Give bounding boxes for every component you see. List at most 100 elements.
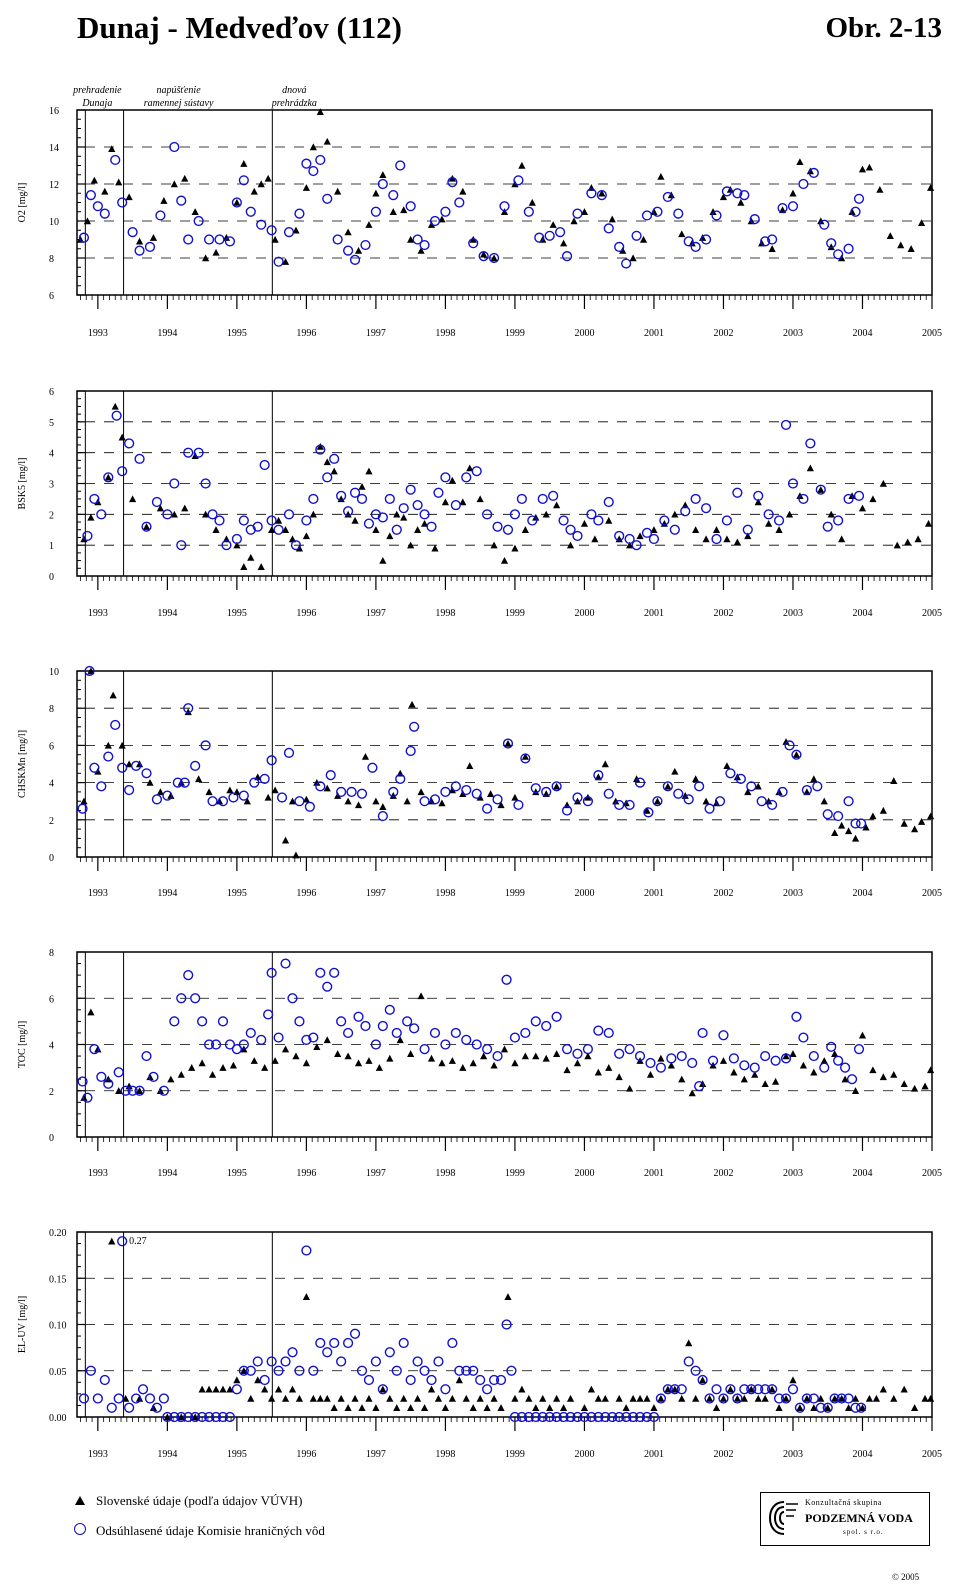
data-point-circle [680,506,691,517]
data-point-triangle [459,498,467,506]
page-title: Dunaj - Medveďov (112) [77,10,402,45]
data-point-triangle [879,1073,887,1081]
data-point-triangle [740,1394,748,1402]
event-label: prehrádzka [271,98,317,109]
data-point-triangle [372,189,380,197]
data-point-circle [190,1411,201,1423]
data-point-circle [360,1020,371,1032]
data-point-circle [704,1393,715,1404]
data-point-circle [217,796,229,807]
data-point-circle [85,1365,97,1376]
data-point-circle [349,1328,361,1339]
data-point-circle [377,810,388,822]
data-point-triangle [803,1394,811,1402]
data-point-triangle [146,1073,154,1081]
data-point-circle [426,1374,437,1386]
data-point-circle [527,515,538,526]
data-point-triangle [486,790,495,797]
x-tick-label: 2005 [922,1168,942,1179]
data-point-circle [200,740,211,751]
data-point-circle [853,1044,865,1055]
data-point-triangle [379,171,387,178]
data-point-triangle [104,741,112,749]
data-point-triangle [431,544,439,552]
data-point-circle [103,472,114,483]
data-point-triangle [466,762,474,770]
data-point-triangle [462,1394,470,1402]
x-tick-label: 2001 [644,328,664,339]
data-point-triangle [448,476,456,484]
data-point-circle [516,493,527,505]
plot-frame [76,109,933,296]
data-point-triangle [497,1404,505,1411]
data-point-circle [447,177,458,188]
data-point-circle [805,438,816,449]
x-tick-label: 1993 [88,1449,108,1460]
data-point-circle [231,1384,242,1395]
data-point-triangle [702,535,710,543]
data-point-circle [363,1374,375,1386]
data-point-circle [742,524,753,535]
data-point-circle [377,1384,388,1395]
data-point-triangle [765,797,773,805]
data-point-triangle [490,254,498,262]
data-point-circle [290,540,302,551]
data-point-triangle [247,553,255,561]
data-point-circle [770,1055,781,1066]
data-point-circle [134,245,145,256]
data-point-circle [593,515,604,526]
data-point-circle [501,1319,512,1330]
data-point-circle [829,1393,840,1404]
x-tick-label: 1994 [157,328,177,339]
data-point-circle [96,781,107,792]
data-point-circle [405,201,416,212]
data-point-circle [89,1044,100,1055]
data-point-circle [419,1044,430,1055]
data-point-circle [169,141,180,153]
x-tick-label: 1995 [227,1449,247,1460]
data-point-circle [325,770,336,781]
data-point-triangle [302,795,310,803]
y-tick-label: 0 [49,1133,54,1144]
data-point-circle [471,1039,482,1050]
data-point-circle [603,788,614,799]
data-point-circle [749,1062,760,1073]
data-point-circle [266,515,277,526]
data-point-circle [798,178,809,190]
data-point-circle [294,208,305,219]
data-point-circle [798,493,809,505]
data-point-circle [273,256,284,267]
data-point-triangle [149,234,158,241]
data-point-circle [301,158,312,169]
data-point-triangle [233,1376,241,1384]
data-point-triangle [914,535,922,543]
data-point-triangle [344,228,352,236]
x-tick-label: 1996 [296,328,316,339]
chart-panel-4: 0 2 4 6 8 1993 1994 1995 1996 1997 1998 1999 2000 200… [17,948,942,1179]
data-point-triangle [83,217,92,225]
data-point-triangle [407,235,415,243]
x-tick-label: 2002 [713,608,733,619]
data-point-circle [322,981,333,992]
data-point-triangle [678,230,686,238]
data-point-circle [555,227,566,238]
data-point-circle [169,478,180,489]
data-point-triangle [288,1385,297,1393]
data-point-triangle [608,215,616,223]
data-point-triangle [337,1394,345,1402]
y-tick-label: 0 [49,572,54,583]
y-tick-label: 0.15 [49,1274,67,1285]
data-point-circle [482,1384,493,1395]
data-point-circle [221,540,232,551]
x-tick-label: 1999 [505,328,525,339]
data-point-triangle [274,516,283,524]
data-point-circle [801,784,812,796]
data-point-circle [203,1039,215,1050]
data-point-circle [826,238,837,249]
data-point-triangle [438,799,446,807]
data-point-triangle [838,821,846,829]
data-point-circle [513,799,524,811]
data-point-circle [151,794,163,805]
data-point-triangle [344,797,352,805]
data-point-triangle [135,1087,144,1094]
